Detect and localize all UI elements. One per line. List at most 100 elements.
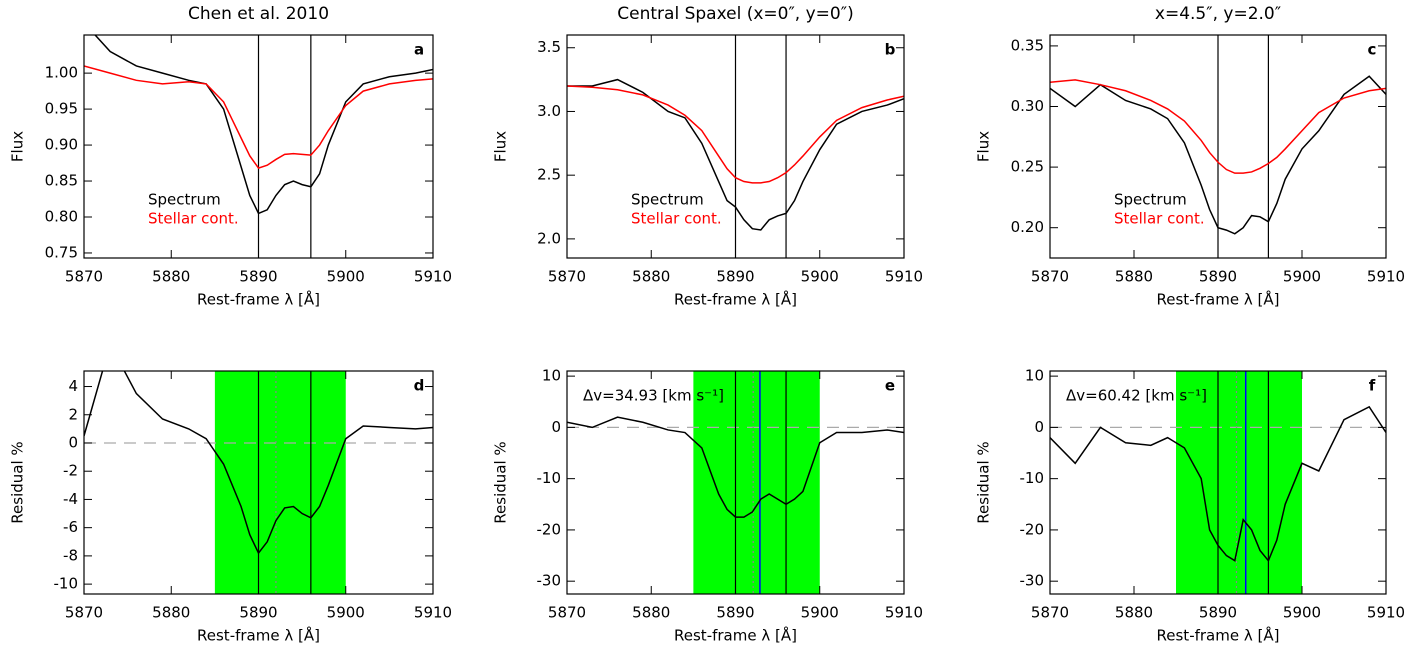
y-tick-label: -10 xyxy=(1020,469,1045,487)
y-tick-label: -10 xyxy=(537,469,562,487)
y-tick-label: 0.85 xyxy=(45,172,78,190)
y-tick-label: 3.5 xyxy=(537,38,561,56)
y-axis-label: Residual % xyxy=(9,441,27,523)
x-tick-label: 5870 xyxy=(548,268,586,286)
legend-entry: Spectrum xyxy=(148,191,221,209)
y-tick-label: 0.80 xyxy=(45,207,78,225)
y-tick-label: 3.0 xyxy=(537,102,561,120)
annotation: Δv=34.93 [km s⁻¹] xyxy=(583,387,724,405)
x-tick-label: 5870 xyxy=(65,268,103,286)
absorption-window xyxy=(214,371,346,594)
y-tick-label: 10 xyxy=(542,367,561,385)
y-tick-label: 0.20 xyxy=(1011,218,1044,236)
x-tick-label: 5900 xyxy=(801,604,839,622)
y-tick-label: 0.30 xyxy=(1011,97,1044,115)
x-axis-label: Rest-frame λ [Å] xyxy=(197,290,320,309)
x-tick-label: 5880 xyxy=(1115,604,1153,622)
panel-label: e xyxy=(885,377,895,395)
series-line xyxy=(1050,75,1386,235)
x-tick-label: 5870 xyxy=(65,604,103,622)
plot-area xyxy=(1050,35,1386,258)
x-tick-label: 5900 xyxy=(1283,268,1321,286)
x-tick-label: 5880 xyxy=(152,268,190,286)
panel-label: b xyxy=(885,41,896,59)
plot-area xyxy=(1050,371,1386,594)
x-tick-label: 5900 xyxy=(327,268,365,286)
legend-entry: Stellar cont. xyxy=(1114,210,1205,228)
series-line xyxy=(1050,405,1386,563)
x-tick-label: 5900 xyxy=(801,268,839,286)
y-tick-label: 0.95 xyxy=(45,100,78,118)
legend-entry: Spectrum xyxy=(631,191,704,209)
y-tick-label: 0 xyxy=(1034,418,1044,436)
y-tick-label: 0.75 xyxy=(45,243,78,261)
x-tick-label: 5870 xyxy=(548,604,586,622)
y-tick-label: -30 xyxy=(1020,572,1045,590)
x-axis-label: Rest-frame λ [Å] xyxy=(197,626,320,645)
annotation: Δv=60.42 [km s⁻¹] xyxy=(1066,387,1207,405)
y-axis-label: Residual % xyxy=(975,441,993,523)
x-tick-label: 5890 xyxy=(1199,268,1237,286)
x-axis-label: Rest-frame λ [Å] xyxy=(1157,290,1280,309)
y-tick-label: 2.5 xyxy=(537,166,561,184)
y-axis-label: Flux xyxy=(9,131,27,162)
series-line xyxy=(567,416,904,518)
plot-area xyxy=(567,371,904,594)
y-tick-label: -8 xyxy=(63,546,78,564)
plot-area xyxy=(567,35,904,258)
panel-title: x=4.5″, y=2.0″ xyxy=(1155,4,1281,24)
y-axis-label: Residual % xyxy=(492,441,510,523)
y-tick-label: 4 xyxy=(68,377,78,395)
y-tick-label: -6 xyxy=(63,518,78,536)
x-tick-label: 5880 xyxy=(632,604,670,622)
x-tick-label: 5890 xyxy=(716,604,754,622)
panel-label: c xyxy=(1368,41,1377,59)
x-tick-label: 5910 xyxy=(885,268,923,286)
x-tick-label: 5880 xyxy=(632,268,670,286)
series-line xyxy=(1050,79,1386,174)
x-tick-label: 5870 xyxy=(1031,268,1069,286)
series-line xyxy=(84,371,433,555)
panel-label: a xyxy=(414,41,424,59)
x-tick-label: 5890 xyxy=(1199,604,1237,622)
plot-area xyxy=(84,371,433,594)
y-tick-label: 0.25 xyxy=(1011,158,1044,176)
y-tick-label: 10 xyxy=(1025,367,1044,385)
series-line xyxy=(567,78,904,231)
legend-entry: Spectrum xyxy=(1114,191,1187,209)
x-axis-label: Rest-frame λ [Å] xyxy=(674,290,797,309)
x-tick-label: 5870 xyxy=(1031,604,1069,622)
y-tick-label: 1.00 xyxy=(45,64,78,82)
panel-label: f xyxy=(1369,377,1376,395)
x-tick-label: 5890 xyxy=(716,268,754,286)
y-tick-label: -30 xyxy=(537,572,562,590)
y-tick-label: 0.35 xyxy=(1011,36,1044,54)
y-tick-label: -4 xyxy=(63,490,78,508)
panel-label: d xyxy=(414,377,425,395)
x-tick-label: 5900 xyxy=(327,604,365,622)
x-tick-label: 5910 xyxy=(885,604,923,622)
y-tick-label: 2 xyxy=(68,405,78,423)
legend-entry: Stellar cont. xyxy=(148,210,239,228)
panel-title: Central Spaxel (x=0″, y=0″) xyxy=(617,4,853,24)
x-tick-label: 5880 xyxy=(152,604,190,622)
panel-title: Chen et al. 2010 xyxy=(188,4,329,24)
y-axis-label: Flux xyxy=(975,131,993,162)
x-axis-label: Rest-frame λ [Å] xyxy=(674,626,797,645)
y-axis-label: Flux xyxy=(492,131,510,162)
y-tick-label: -2 xyxy=(63,462,78,480)
series-line xyxy=(94,35,433,215)
x-tick-label: 5880 xyxy=(1115,268,1153,286)
x-axis-label: Rest-frame λ [Å] xyxy=(1157,626,1280,645)
y-tick-label: -10 xyxy=(54,575,79,593)
x-tick-label: 5890 xyxy=(239,268,277,286)
plot-area xyxy=(84,35,433,258)
y-tick-label: -20 xyxy=(537,520,562,538)
absorption-window xyxy=(1176,371,1302,594)
series-line xyxy=(84,65,433,169)
y-tick-label: 2.0 xyxy=(537,229,561,247)
series-line xyxy=(567,85,904,184)
x-tick-label: 5910 xyxy=(1367,604,1405,622)
